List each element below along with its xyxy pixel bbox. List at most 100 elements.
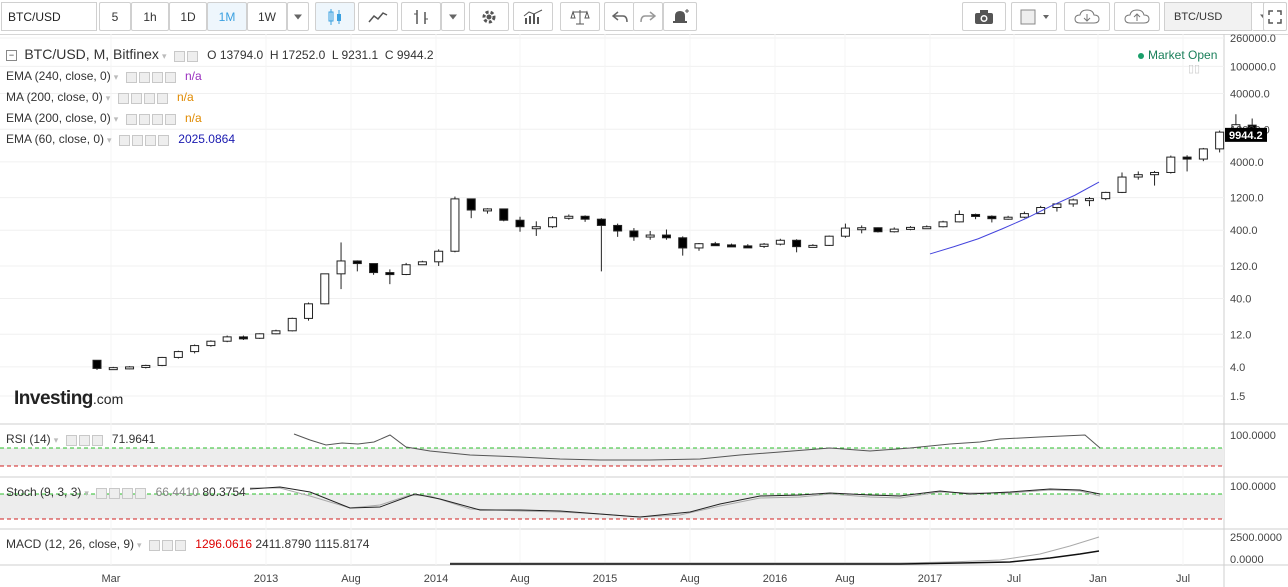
status-dot-icon [1138,52,1144,59]
time-tick-label: 2017 [918,573,942,585]
legend-settings-icons[interactable] [173,49,200,63]
alert-button[interactable] [663,2,697,31]
interval-5-button[interactable]: 5 [99,2,131,31]
interval-1h-button[interactable]: 1h [131,2,169,31]
macd-signal-line [450,550,1100,565]
candle-body [320,273,330,305]
time-tick-label: Jan [1089,573,1107,585]
chevron-down-icon[interactable]: ▾ [161,51,167,61]
price-tick-label: 1200.0 [1230,193,1264,205]
chevron-down-icon[interactable]: ▾ [137,540,142,550]
time-tick-label: 2015 [593,573,617,585]
cloud-load-button[interactable] [1114,2,1160,31]
candle-body [1068,199,1078,205]
indicator-legend-ema200: EMA (200, close, 0) ▾ n/a [6,111,202,126]
redo-button[interactable] [633,2,663,31]
interval-dropdown-button[interactable] [287,2,309,31]
indicator-settings-icons[interactable] [118,133,171,147]
indicator-value: 2025.0864 [178,132,235,146]
cloud-save-button[interactable] [1064,2,1110,31]
stoch-axis-label: 100.0000 [1230,481,1276,493]
candle-body [613,224,623,232]
stoch-settings-icons[interactable] [96,486,148,500]
interval-1m-button[interactable]: 1M [207,2,247,31]
candle-body [889,228,899,233]
candle-body [190,345,200,353]
candlestick-icon [328,8,341,25]
candle-chart-button[interactable] [315,2,355,31]
symbol-input[interactable]: BTC/USD [1,2,97,31]
undo-button[interactable] [604,2,634,31]
interval-1w-button[interactable]: 1W [247,2,287,31]
chevron-down-icon[interactable]: ▾ [113,72,119,82]
collapse-icon[interactable]: − [6,50,17,62]
candle-body [759,243,769,247]
ohlc-values: O 13794.0 H 17252.0 L 9231.1 C 9944.2 [207,48,434,62]
candle-body [450,198,460,252]
candle-body [125,366,135,370]
candle-body [824,235,834,246]
market-status: Market Open [1138,48,1217,62]
chevron-down-icon[interactable]: ▾ [105,93,111,103]
indicator-legend-ema60: EMA (60, close, 0) ▾ 2025.0864 [6,132,235,147]
logo-suffix: .com [92,391,124,407]
ohlc-bars-icon [414,9,428,24]
line-chart-button[interactable] [358,2,398,31]
cloud-upload-icon [1124,8,1150,23]
time-axis[interactable]: Mar 2013 Aug 2014 Aug 2015 Aug 2016 Aug 2017 Jul Ja… [102,573,1191,585]
last-price-badge [1225,127,1267,142]
price-axis[interactable]: 260000.0100000.040000.012000.04000.01200… [1188,34,1276,403]
time-tick-label: Aug [835,573,855,585]
macd-settings-icons[interactable] [148,538,188,552]
candle-body [255,333,265,339]
line-chart-icon [368,11,388,22]
macd-label: MACD (12, 26, close, 9) [6,537,135,551]
chevron-down-icon[interactable]: ▾ [84,488,89,498]
candle-body [1133,174,1143,178]
candle-body [548,217,558,228]
candle-body [808,244,818,248]
settings-button[interactable] [469,2,509,31]
candle-body [564,215,574,219]
snapshot-button[interactable] [962,2,1006,31]
macd-value: 2411.8790 [255,537,312,551]
indicator-settings-icons[interactable] [125,70,178,84]
chevron-down-icon[interactable]: ▾ [113,114,119,124]
ema-line [929,181,1100,255]
template-button[interactable] [1011,2,1057,31]
candle-body [482,208,492,212]
macd-legend: MACD (12, 26, close, 9) ▾ 1296.0616 2411.… [6,537,369,552]
candle-body [1052,203,1062,209]
indicator-label: EMA (240, close, 0) [6,69,111,83]
fullscreen-button[interactable] [1263,2,1287,31]
indicator-settings-icons[interactable] [125,112,178,126]
price-tick-label: 100000.0 [1230,61,1276,73]
price-tick-label: 1.5 [1230,391,1245,403]
candle-body [499,208,509,221]
indicators-button[interactable] [513,2,553,31]
indicator-settings-icons[interactable] [117,91,170,105]
indicator-label: MA (200, close, 0) [6,90,103,104]
time-tick-label: Jul [1007,573,1021,585]
candle-body [466,198,476,211]
compare-symbol-display[interactable]: BTC/USD [1164,2,1252,31]
rsi-settings-icons[interactable] [65,433,105,447]
price-tick-label: 4000.0 [1230,157,1264,169]
template-square-icon [1020,9,1049,24]
candle-body [645,234,655,238]
price-chart[interactable]: 260000.0100000.040000.012000.04000.01200… [0,34,1288,587]
rsi-axis-label: 100.0000 [1230,430,1276,442]
macd-line [450,536,1100,564]
chart-type-dropdown-button[interactable] [441,2,465,31]
rsi-line [293,433,1101,461]
chevron-down-icon[interactable]: ▾ [107,135,112,145]
compare-button[interactable] [560,2,600,31]
chevron-down-icon [294,14,302,19]
cloud-download-icon [1074,8,1100,23]
chevron-down-icon[interactable]: ▾ [53,435,59,445]
candle-body [1101,191,1111,200]
candle-body [694,243,704,249]
indicator-label: EMA (200, close, 0) [6,111,111,125]
bar-chart-button[interactable] [401,2,441,31]
interval-1d-button[interactable]: 1D [169,2,207,31]
